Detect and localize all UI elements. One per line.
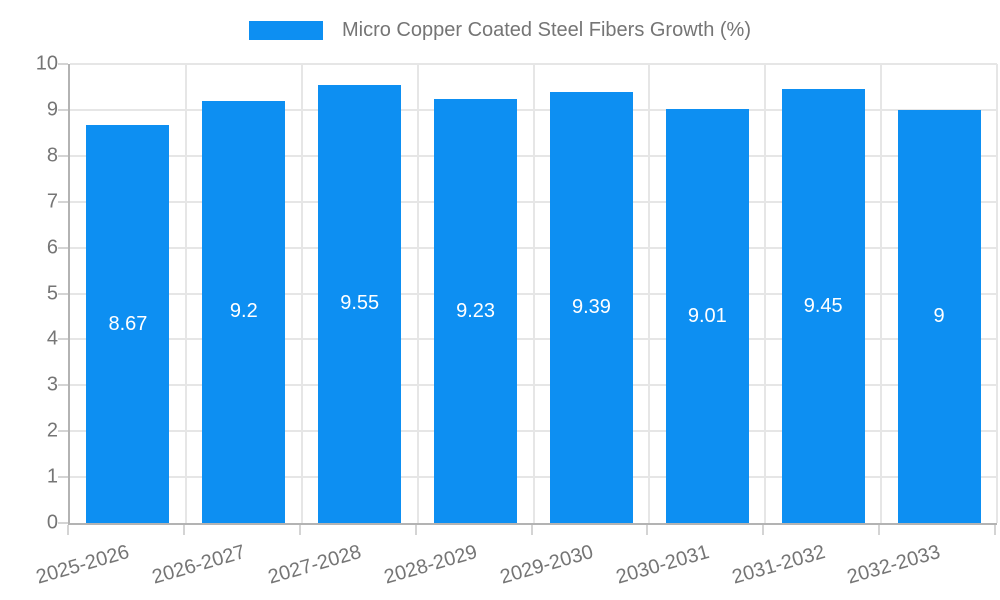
bar-value-label: 9 (934, 305, 945, 328)
bar-column: 9 (881, 64, 997, 523)
legend-color-swatch (249, 21, 323, 40)
bar-2028-2029[interactable]: 9.23 (434, 99, 517, 523)
x-tick (994, 525, 996, 535)
bar-2025-2026[interactable]: 8.67 (86, 125, 169, 523)
x-axis-label: 2031-2032 (729, 541, 827, 589)
y-tick (58, 155, 68, 157)
x-axis-label: 2029-2030 (497, 541, 595, 589)
y-axis-label: 0 (47, 512, 58, 535)
bar-value-label: 8.67 (108, 313, 147, 336)
bar-2030-2031[interactable]: 9.01 (666, 109, 749, 523)
y-axis-label: 10 (36, 53, 58, 76)
x-tick (762, 525, 764, 535)
y-tick (58, 247, 68, 249)
bar-value-label: 9.2 (230, 300, 258, 323)
bar-value-label: 9.45 (804, 295, 843, 318)
y-axis-label: 2 (47, 420, 58, 443)
x-tick (183, 525, 185, 535)
y-tick (58, 338, 68, 340)
chart-title: Micro Copper Coated Steel Fibers Growth … (342, 19, 751, 42)
bar-column: 9.55 (302, 64, 418, 523)
y-axis-label: 4 (47, 328, 58, 351)
bar-value-label: 9.01 (688, 305, 727, 328)
y-tick (58, 201, 68, 203)
x-tick (415, 525, 417, 535)
bars-layer: 8.67 9.2 9.55 9.23 9.39 9.01 9.45 9 (70, 64, 997, 523)
y-tick (58, 109, 68, 111)
y-tick (58, 293, 68, 295)
y-tick (58, 63, 68, 65)
x-tick (878, 525, 880, 535)
bar-column: 9.45 (765, 64, 881, 523)
bar-2029-2030[interactable]: 9.39 (550, 92, 633, 523)
x-tick (299, 525, 301, 535)
y-axis-label: 9 (47, 98, 58, 121)
bar-value-label: 9.55 (340, 292, 379, 315)
bar-2027-2028[interactable]: 9.55 (318, 85, 401, 523)
x-tick (646, 525, 648, 535)
x-axis-label: 2030-2031 (613, 541, 711, 589)
x-axis-label: 2028-2029 (382, 541, 480, 589)
y-axis-label: 1 (47, 466, 58, 489)
y-axis-label: 3 (47, 374, 58, 397)
bar-column: 9.23 (418, 64, 534, 523)
x-axis-label: 2027-2028 (266, 541, 364, 589)
bar-value-label: 9.39 (572, 296, 611, 319)
y-axis-label: 6 (47, 236, 58, 259)
bar-2031-2032[interactable]: 9.45 (782, 89, 865, 523)
x-axis-label: 2032-2033 (845, 541, 943, 589)
bar-column: 9.39 (534, 64, 650, 523)
x-tick (67, 525, 69, 535)
x-axis-label: 2026-2027 (150, 541, 248, 589)
plot-area: 8.67 9.2 9.55 9.23 9.39 9.01 9.45 9 (68, 64, 997, 525)
y-axis-label: 5 (47, 282, 58, 305)
bar-2026-2027[interactable]: 9.2 (202, 101, 285, 523)
bar-column: 9.2 (186, 64, 302, 523)
bar-value-label: 9.23 (456, 300, 495, 323)
y-tick (58, 384, 68, 386)
chart-legend: Micro Copper Coated Steel Fibers Growth … (0, 14, 1000, 46)
legend-item[interactable]: Micro Copper Coated Steel Fibers Growth … (249, 19, 751, 42)
y-tick (58, 476, 68, 478)
y-tick (58, 522, 68, 524)
bar-column: 9.01 (649, 64, 765, 523)
bar-column: 8.67 (70, 64, 186, 523)
y-tick (58, 430, 68, 432)
y-axis-label: 8 (47, 144, 58, 167)
y-axis-label: 7 (47, 190, 58, 213)
bar-2032-2033[interactable]: 9 (898, 110, 981, 523)
bar-chart: Micro Copper Coated Steel Fibers Growth … (0, 0, 1000, 600)
x-tick (531, 525, 533, 535)
x-axis-label: 2025-2026 (34, 541, 132, 589)
